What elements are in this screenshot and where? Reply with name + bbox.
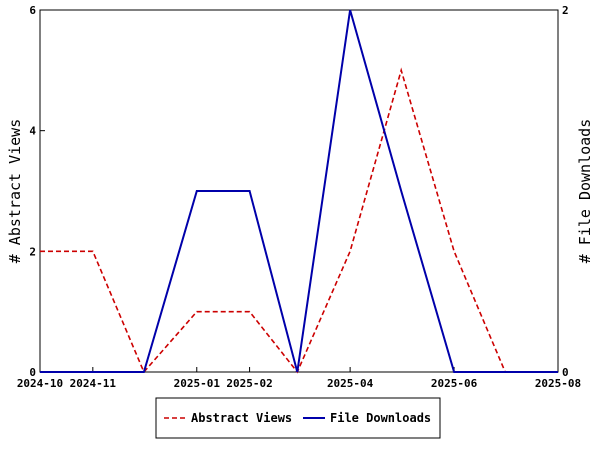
left-axis-title: # Abstract Views xyxy=(6,119,24,264)
x-tick-label: 2025-02 xyxy=(226,377,272,390)
series-layer xyxy=(40,9,558,374)
x-tick-label: 2024-11 xyxy=(70,377,117,390)
series-line-file-downloads xyxy=(40,9,558,373)
right-y-tick-label: 0 xyxy=(562,366,569,379)
legend-box xyxy=(155,397,441,439)
left-y-tick-label: 2 xyxy=(29,245,36,258)
plot-area xyxy=(39,9,559,373)
legend: Abstract Views File Downloads xyxy=(155,397,441,439)
x-axis-ticks: 2024-10 2024-11 2025-01 2025-02 2025-04 2025-… xyxy=(17,367,581,390)
legend-label-file-downloads: File Downloads xyxy=(330,411,431,425)
right-y-tick-label: 2 xyxy=(562,4,569,17)
x-tick-label: 2025-04 xyxy=(327,377,374,390)
left-y-tick-label: 6 xyxy=(29,4,36,17)
x-tick-label: 2025-01 xyxy=(174,377,221,390)
legend-label-abstract-views: Abstract Views xyxy=(191,411,292,425)
left-y-tick-label: 4 xyxy=(29,125,36,138)
x-tick-label: 2024-10 xyxy=(17,377,63,390)
left-y-tick-label: 0 xyxy=(29,366,36,379)
x-tick-label: 2025-06 xyxy=(431,377,478,390)
x-tick-label: 2025-08 xyxy=(535,377,581,390)
right-axis-title: # File Downloads xyxy=(576,119,594,264)
